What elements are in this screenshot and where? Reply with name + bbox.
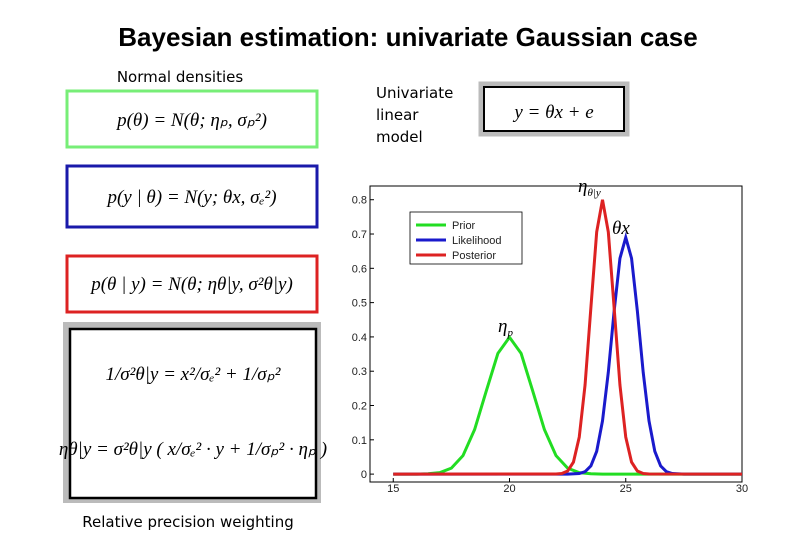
series-line (393, 231, 742, 476)
y-tick-label: 0.3 (352, 366, 367, 378)
annotation-text: η (578, 176, 587, 197)
model-box (483, 86, 625, 132)
annotation-sub: θ|y (587, 187, 600, 199)
caption: model (376, 128, 423, 146)
series-line (393, 199, 743, 476)
caption: Normal densities (117, 68, 244, 86)
y-tick-label: 0.5 (352, 298, 367, 310)
y-tick-label: 0.7 (352, 229, 367, 241)
posterior-box (65, 254, 319, 314)
legend-label: Likelihood (452, 235, 502, 247)
caption: Univariate (376, 84, 453, 102)
annotation-text: θx (612, 218, 630, 239)
caption: Relative precision weighting (82, 513, 293, 531)
annotation: ηp (498, 316, 513, 339)
equation: y = θx + e (512, 102, 593, 123)
annotation: ηθ|y (578, 176, 601, 199)
annotation: θx (612, 218, 630, 239)
equation: p(θ) = N(θ; ηₚ, σₚ²) (115, 110, 267, 131)
title: Bayesian estimation: univariate Gaussian… (118, 22, 697, 52)
equation: 1/σ²θ|y = x²/σₑ² + 1/σₚ² (106, 364, 281, 385)
y-tick-label: 0.2 (352, 401, 367, 413)
x-tick-label: 20 (503, 483, 515, 495)
equation: p(θ | y) = N(θ; ηθ|y, σ²θ|y) (89, 274, 293, 295)
annotation-sub: p (506, 327, 513, 339)
x-tick-label: 30 (736, 483, 748, 495)
precision-box (68, 327, 318, 500)
equation: ηθ|y = σ²θ|y ( x/σₑ² · y + 1/σₚ² · ηₚ ) (59, 439, 327, 460)
y-tick-label: 0 (361, 469, 367, 481)
x-tick-label: 15 (387, 483, 399, 495)
shadow (478, 81, 630, 137)
likelihood-box (65, 164, 319, 229)
caption: linear (376, 106, 419, 124)
shadow (63, 322, 321, 503)
y-tick-label: 0.8 (352, 195, 367, 207)
legend-label: Prior (452, 220, 476, 232)
y-tick-label: 0.1 (352, 435, 367, 447)
y-tick-label: 0.4 (352, 332, 367, 344)
annotation-text: η (498, 316, 507, 337)
legend-label: Posterior (452, 250, 496, 262)
prior-box (65, 89, 319, 149)
x-tick-label: 25 (620, 483, 632, 495)
y-tick-label: 0.6 (352, 263, 367, 275)
equation: p(y | θ) = N(y; θx, σₑ²) (105, 187, 276, 208)
